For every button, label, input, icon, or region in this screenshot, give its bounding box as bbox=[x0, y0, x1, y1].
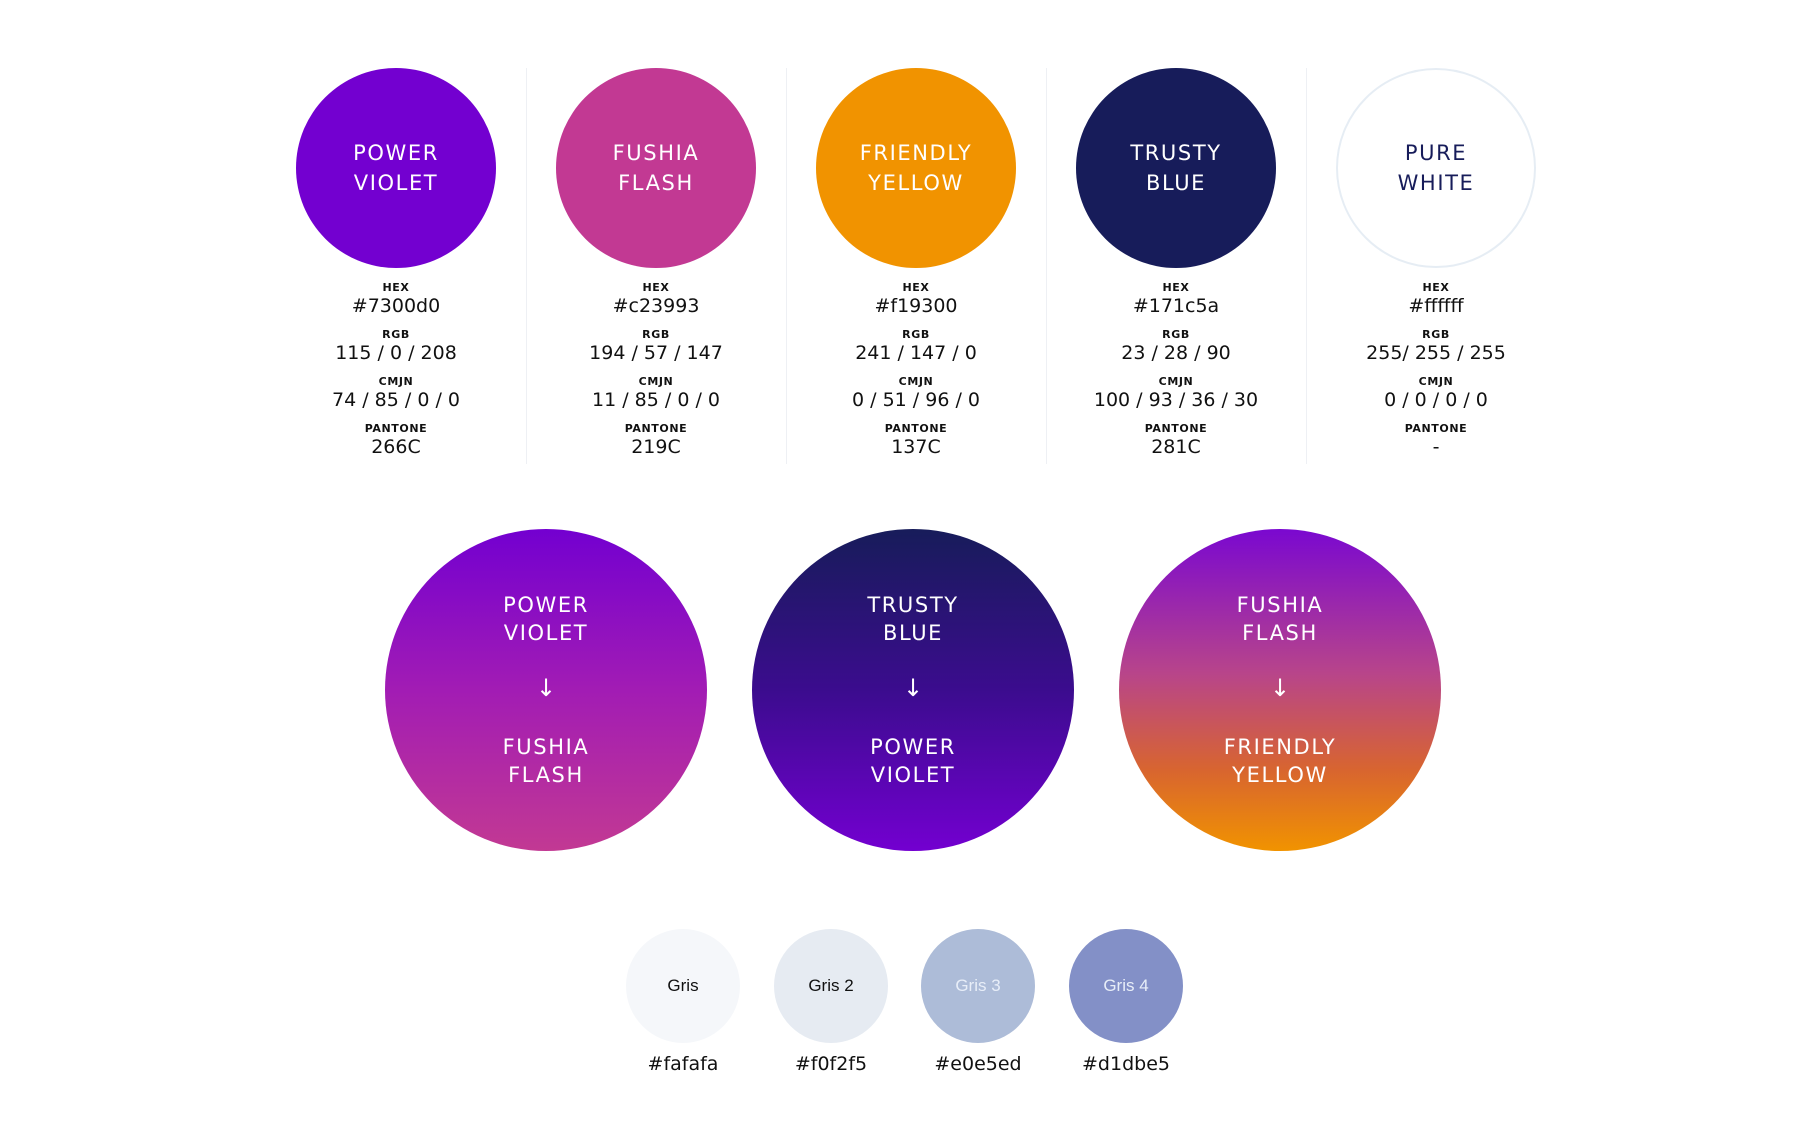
hex-label: HEX bbox=[1422, 281, 1450, 294]
hex-label: HEX bbox=[902, 281, 930, 294]
rgb-label: RGB bbox=[902, 328, 930, 341]
grey-hex: #fafafa bbox=[647, 1053, 719, 1075]
pantone-label: PANTONE bbox=[884, 422, 948, 435]
grey-swatch-2: Gris 2 bbox=[774, 929, 888, 1043]
rgb-label: RGB bbox=[1422, 328, 1450, 341]
color-name: POWER bbox=[353, 141, 439, 165]
gradient-to-name: FRIENDLY bbox=[1223, 735, 1337, 759]
grey-name: Gris 3 bbox=[955, 976, 1001, 995]
gradient-to-name: YELLOW bbox=[1232, 763, 1328, 787]
cmjn-value: 100 / 93 / 36 / 30 bbox=[1093, 389, 1259, 411]
color-card-fushia-flash: FUSHIA FLASH HEX #c23993 RGB 194 / 57 / … bbox=[526, 68, 786, 464]
color-name: FRIENDLY bbox=[859, 141, 973, 165]
gradient-from-name: POWER bbox=[503, 593, 589, 617]
grey-hex: #e0e5ed bbox=[934, 1053, 1022, 1075]
color-name: FUSHIA bbox=[612, 141, 700, 165]
gradient-fushia-to-yellow: FUSHIA FLASH ↓ FRIENDLY YELLOW bbox=[1119, 529, 1441, 851]
cmjn-label: CMJN bbox=[638, 375, 674, 388]
color-name: BLUE bbox=[1145, 171, 1207, 195]
color-swatch: POWER VIOLET bbox=[296, 68, 496, 268]
color-name: VIOLET bbox=[353, 171, 439, 195]
color-name: PURE bbox=[1404, 141, 1468, 165]
gradient-blue-to-violet: TRUSTY BLUE ↓ POWER VIOLET bbox=[752, 529, 1074, 851]
grey-name: Gris 2 bbox=[808, 976, 854, 995]
grey-swatch-1: Gris bbox=[626, 929, 740, 1043]
grey-swatch-4: Gris 4 bbox=[1069, 929, 1183, 1043]
hex-value: #171c5a bbox=[1132, 295, 1220, 317]
color-swatch: FRIENDLY YELLOW bbox=[816, 68, 1016, 268]
rgb-value: 194 / 57 / 147 bbox=[589, 342, 723, 364]
cmjn-label: CMJN bbox=[1418, 375, 1454, 388]
grey-name: Gris bbox=[667, 976, 699, 995]
rgb-value: 255/ 255 / 255 bbox=[1366, 342, 1506, 364]
color-card-friendly-yellow: FRIENDLY YELLOW HEX #f19300 RGB 241 / 14… bbox=[786, 68, 1046, 464]
pantone-value: 137C bbox=[891, 436, 941, 458]
grey-swatch-3: Gris 3 bbox=[921, 929, 1035, 1043]
gradient-to-name: POWER bbox=[870, 735, 956, 759]
cmjn-label: CMJN bbox=[1158, 375, 1194, 388]
arrow-down-icon: ↓ bbox=[902, 674, 924, 702]
rgb-label: RGB bbox=[642, 328, 670, 341]
gradient-to-name: FLASH bbox=[508, 763, 584, 787]
pantone-value: 281C bbox=[1151, 436, 1201, 458]
grey-name: Gris 4 bbox=[1103, 976, 1149, 995]
column-divider bbox=[526, 68, 527, 464]
arrow-down-icon: ↓ bbox=[1269, 674, 1291, 702]
hex-value: #f19300 bbox=[874, 295, 958, 317]
gradient-to-name: VIOLET bbox=[870, 763, 956, 787]
pantone-label: PANTONE bbox=[1144, 422, 1208, 435]
gradient-from-name: VIOLET bbox=[503, 621, 589, 645]
cmjn-value: 0 / 0 / 0 / 0 bbox=[1384, 389, 1488, 411]
rgb-label: RGB bbox=[382, 328, 410, 341]
rgb-label: RGB bbox=[1162, 328, 1190, 341]
grey-hex: #d1dbe5 bbox=[1082, 1053, 1170, 1075]
color-swatch: PURE WHITE bbox=[1336, 68, 1536, 268]
gradient-from-name: FUSHIA bbox=[1236, 593, 1324, 617]
color-swatch: FUSHIA FLASH bbox=[556, 68, 756, 268]
arrow-down-icon: ↓ bbox=[535, 674, 557, 702]
cmjn-value: 11 / 85 / 0 / 0 bbox=[592, 389, 720, 411]
gradient-violet-to-fushia: POWER VIOLET ↓ FUSHIA FLASH bbox=[385, 529, 707, 851]
hex-value: #ffffff bbox=[1408, 295, 1464, 317]
pantone-value: - bbox=[1432, 436, 1440, 458]
gradient-from-name: BLUE bbox=[882, 621, 944, 645]
pantone-label: PANTONE bbox=[624, 422, 688, 435]
grey-hex: #f0f2f5 bbox=[794, 1053, 868, 1075]
color-card-pure-white: PURE WHITE HEX #ffffff RGB 255/ 255 / 25… bbox=[1306, 68, 1566, 464]
gradient-to-name: FUSHIA bbox=[502, 735, 590, 759]
color-swatch: TRUSTY BLUE bbox=[1076, 68, 1276, 268]
pantone-value: 266C bbox=[371, 436, 421, 458]
gradient-from-name: FLASH bbox=[1242, 621, 1318, 645]
pantone-value: 219C bbox=[631, 436, 681, 458]
hex-value: #c23993 bbox=[612, 295, 700, 317]
hex-label: HEX bbox=[1162, 281, 1190, 294]
color-card-trusty-blue: TRUSTY BLUE HEX #171c5a RGB 23 / 28 / 90… bbox=[1046, 68, 1306, 464]
cmjn-value: 74 / 85 / 0 / 0 bbox=[332, 389, 460, 411]
hex-label: HEX bbox=[382, 281, 410, 294]
color-name: WHITE bbox=[1397, 171, 1475, 195]
column-divider bbox=[786, 68, 787, 464]
hex-label: HEX bbox=[642, 281, 670, 294]
pantone-label: PANTONE bbox=[1404, 422, 1468, 435]
color-card-power-violet: POWER VIOLET HEX #7300d0 RGB 115 / 0 / 2… bbox=[266, 68, 526, 464]
gradient-from-name: TRUSTY bbox=[867, 593, 959, 617]
hex-value: #7300d0 bbox=[351, 295, 441, 317]
cmjn-label: CMJN bbox=[898, 375, 934, 388]
column-divider bbox=[1306, 68, 1307, 464]
cmjn-label: CMJN bbox=[378, 375, 414, 388]
rgb-value: 241 / 147 / 0 bbox=[855, 342, 977, 364]
column-divider bbox=[1046, 68, 1047, 464]
color-name: FLASH bbox=[618, 171, 694, 195]
rgb-value: 115 / 0 / 208 bbox=[335, 342, 457, 364]
color-name: YELLOW bbox=[868, 171, 964, 195]
rgb-value: 23 / 28 / 90 bbox=[1121, 342, 1231, 364]
color-name: TRUSTY bbox=[1130, 141, 1222, 165]
pantone-label: PANTONE bbox=[364, 422, 428, 435]
cmjn-value: 0 / 51 / 96 / 0 bbox=[852, 389, 980, 411]
